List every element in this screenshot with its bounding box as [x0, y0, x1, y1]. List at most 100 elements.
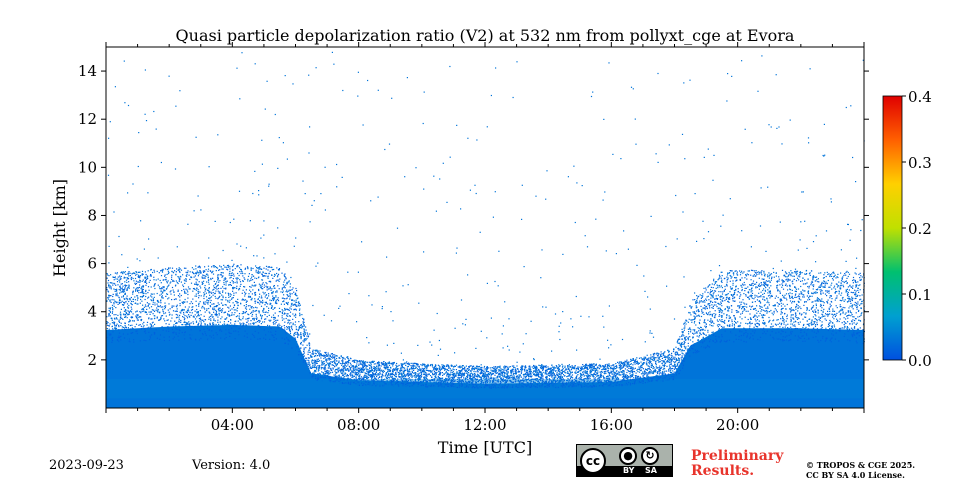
- depol-speckle: [546, 369, 548, 371]
- depol-speckle: [346, 362, 348, 364]
- depol-speckle: [806, 308, 808, 310]
- depol-speckle: [812, 316, 814, 318]
- depol-speckle: [128, 300, 130, 303]
- depol-speckle: [338, 360, 340, 362]
- depol-speckle: [187, 308, 189, 310]
- depol-speckle: [351, 380, 353, 382]
- depol-speckle: [569, 377, 572, 380]
- depol-speckle: [341, 379, 343, 381]
- depol-speckle: [282, 284, 284, 286]
- depol-speckle: [846, 293, 849, 295]
- depol-speckle: [539, 378, 542, 380]
- depol-speckle: [134, 299, 136, 301]
- depol-speckle: [687, 339, 689, 341]
- depol-speckle: [726, 341, 728, 343]
- depol-speckle: [558, 370, 560, 372]
- depol-speckle: [762, 322, 764, 324]
- depol-speckle: [499, 365, 501, 367]
- depol-speckle: [655, 362, 657, 364]
- depol-speckle: [138, 316, 140, 319]
- depol-speckle: [711, 307, 713, 309]
- depol-speckle: [791, 293, 793, 295]
- depol-speckle: [647, 379, 649, 381]
- depol-speckle: [581, 379, 583, 381]
- depol-speckle: [161, 297, 163, 299]
- depol-speckle: [379, 373, 381, 375]
- depol-speckle: [551, 382, 553, 384]
- depol-speckle: [771, 294, 773, 297]
- depol-speckle: [745, 322, 747, 324]
- depol-speckle: [546, 373, 548, 375]
- depol-speckle: [315, 353, 317, 355]
- depol-speckle: [496, 383, 498, 385]
- depol-speckle: [523, 383, 525, 386]
- depol-speckle: [722, 326, 724, 328]
- depol-speckle: [112, 331, 114, 333]
- depol-speckle: [212, 289, 214, 291]
- depol-speckle: [589, 365, 591, 367]
- depol-speckle: [217, 278, 219, 280]
- depol-speckle: [143, 310, 145, 312]
- depol-speckle: [689, 355, 691, 357]
- depol-speckle: [458, 378, 460, 380]
- depol-speckle: [194, 288, 196, 290]
- depol-speckle: [688, 318, 690, 320]
- depol-speckle: [502, 384, 504, 387]
- depol-speckle: [473, 369, 475, 371]
- depol-speckle: [133, 287, 135, 289]
- depol-speckle: [198, 273, 200, 275]
- depol-speckle: [660, 353, 662, 355]
- depol-speckle: [591, 374, 593, 376]
- depol-speckle: [670, 354, 672, 356]
- depol-speckle: [355, 378, 357, 380]
- depol-speckle: [545, 365, 547, 367]
- depol-speckle: [520, 386, 522, 388]
- depol-speckle: [247, 326, 249, 329]
- depol-speckle: [765, 325, 767, 327]
- depol-speckle: [346, 361, 348, 363]
- depol-speckle: [545, 372, 547, 374]
- depol-speckle: [233, 330, 235, 332]
- depol-speckle: [799, 276, 801, 278]
- depol-speckle: [394, 381, 396, 383]
- depol-speckle: [655, 366, 657, 368]
- depol-speckle: [459, 365, 461, 367]
- depol-speckle: [721, 334, 723, 336]
- depol-speckle: [610, 372, 613, 374]
- depol-speckle: [483, 365, 486, 368]
- depol-speckle: [769, 273, 771, 275]
- depol-speckle: [262, 282, 264, 284]
- depol-speckle: [684, 359, 686, 361]
- depol-speckle: [129, 320, 132, 322]
- depol-speckle: [237, 265, 239, 267]
- depol-speckle: [556, 380, 558, 382]
- depol-speckle: [143, 328, 145, 330]
- depol-speckle: [302, 356, 304, 358]
- depol-speckle: [709, 346, 711, 348]
- depol-speckle: [794, 325, 796, 327]
- depol-speckle: [668, 370, 670, 372]
- depol-speckle: [815, 304, 817, 307]
- depol-speckle: [234, 287, 236, 289]
- depol-speckle: [579, 378, 581, 380]
- depol-speckle: [210, 336, 212, 338]
- depol-speckle: [838, 293, 840, 295]
- depol-speckle: [178, 321, 180, 323]
- depol-speckle: [522, 386, 524, 388]
- depol-speckle: [379, 368, 381, 370]
- depol-speckle: [393, 384, 395, 386]
- depol-speckle: [715, 301, 717, 303]
- depol-speckle: [230, 319, 232, 321]
- depol-speckle: [152, 321, 154, 323]
- depol-speckle: [820, 289, 822, 291]
- depol-speckle: [447, 379, 449, 381]
- depol-speckle: [728, 333, 730, 335]
- depol-speckle: [659, 368, 661, 370]
- depol-speckle: [275, 338, 277, 340]
- depol-speckle: [198, 305, 200, 307]
- depol-speckle: [352, 365, 354, 368]
- depol-speckle: [684, 341, 686, 343]
- depol-speckle: [779, 284, 781, 286]
- depol-speckle: [702, 341, 704, 343]
- depol-speckle: [312, 374, 314, 376]
